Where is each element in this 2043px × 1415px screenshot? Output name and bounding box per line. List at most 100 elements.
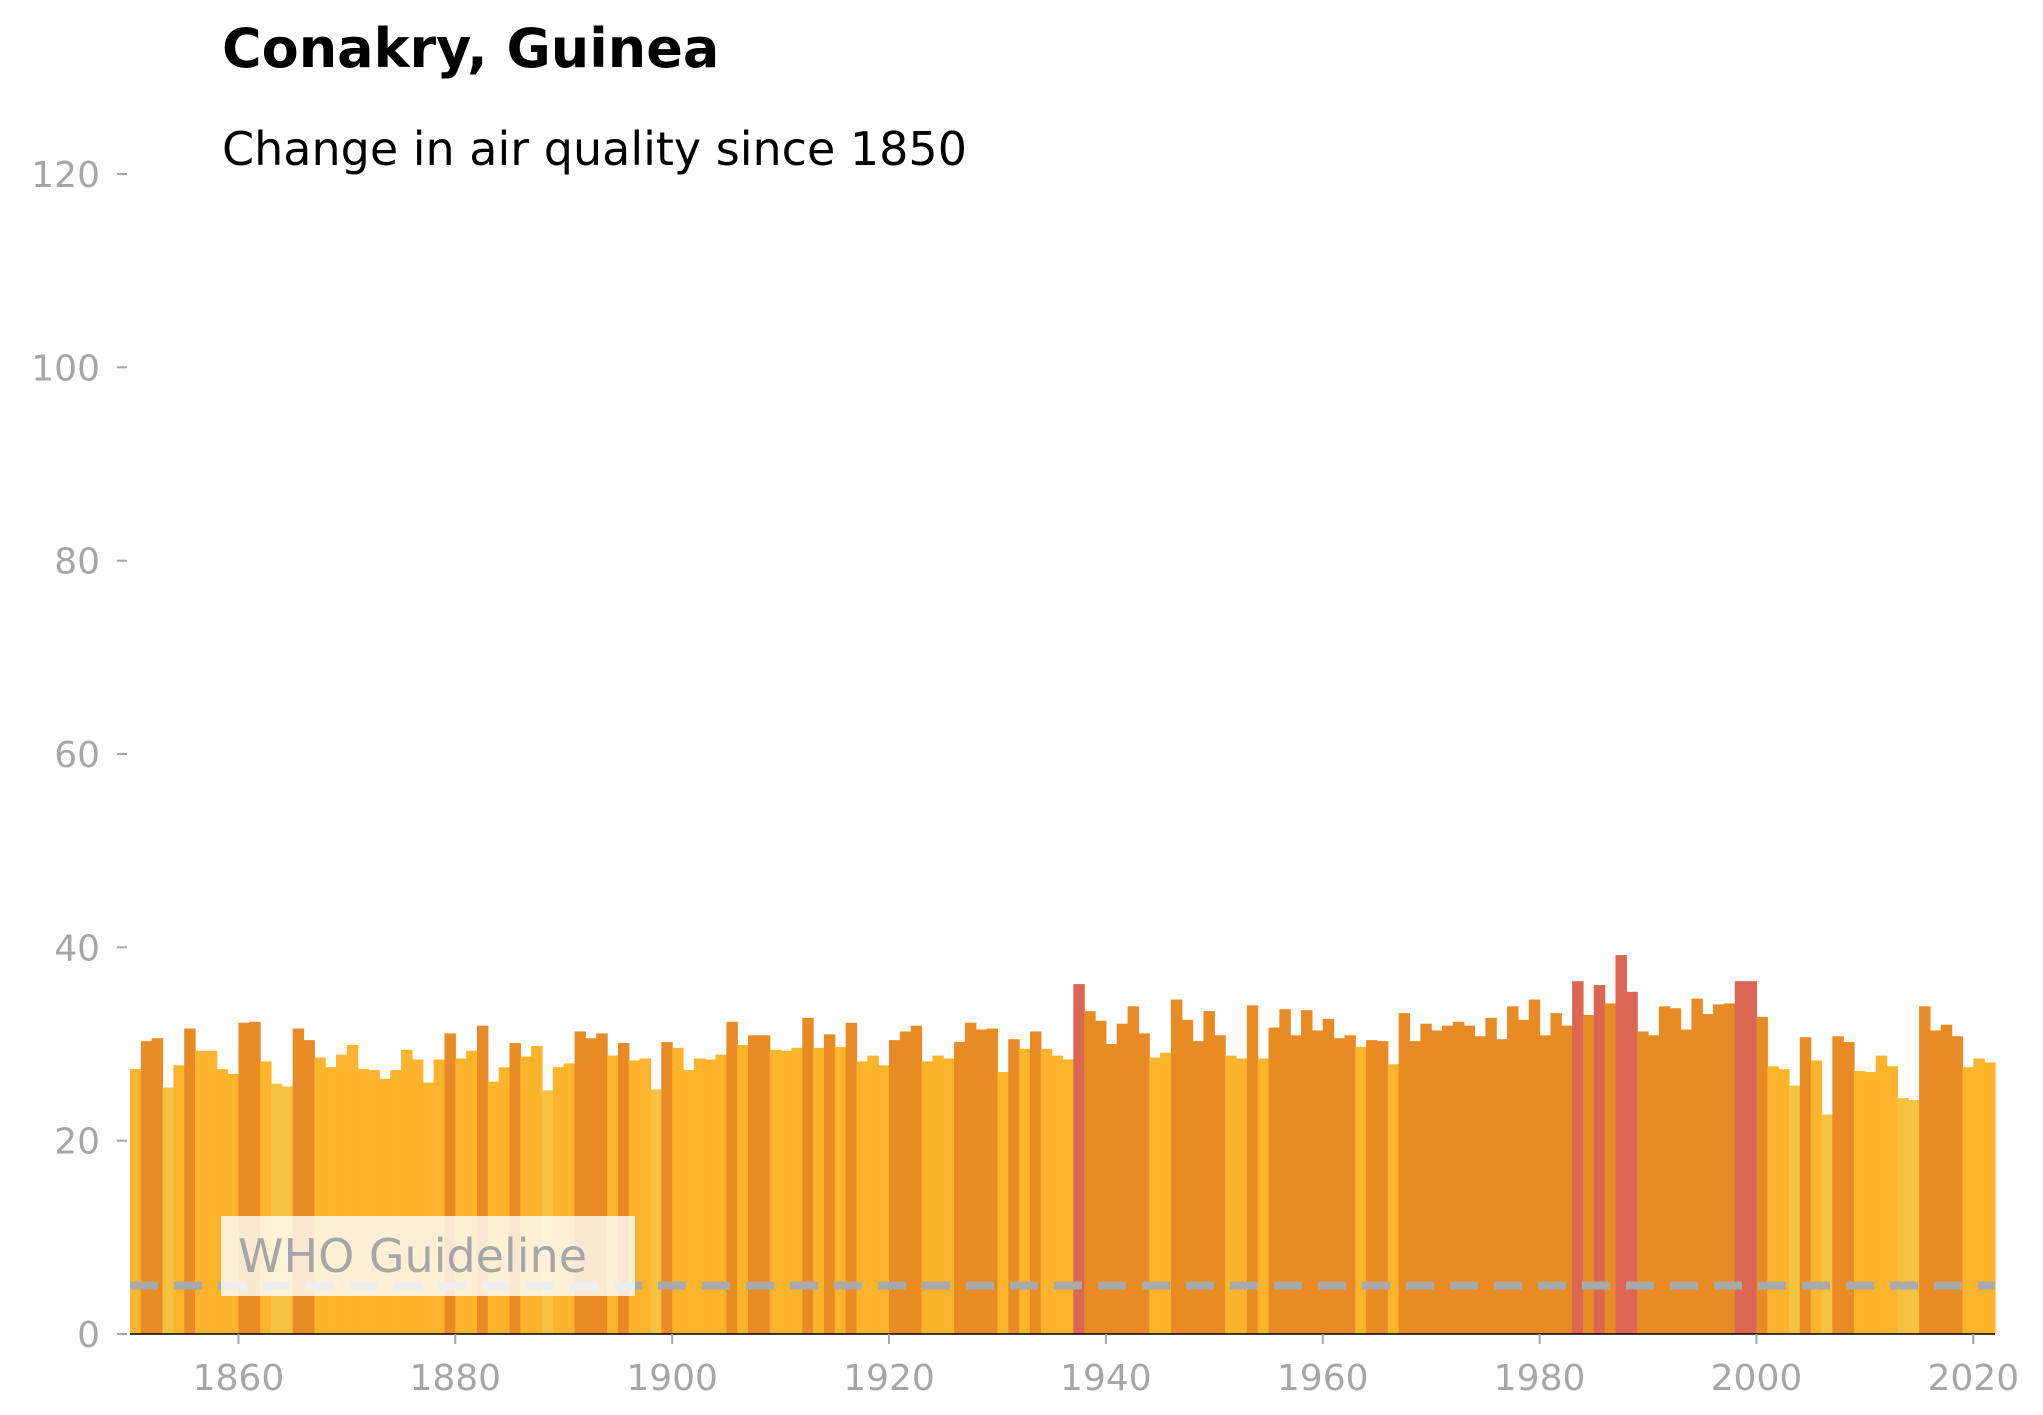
bar-1950 [1214,1035,1226,1334]
bar-1991 [1658,1006,1671,1334]
bar-1999 [1745,981,1758,1334]
bar-1932 [1019,1048,1031,1334]
bar-1921 [899,1031,912,1334]
bar-1895 [617,1043,630,1334]
bar-1881 [466,1050,478,1334]
bar-1961 [1333,1038,1346,1334]
bar-1863 [270,1083,283,1334]
bar-1988 [1626,991,1638,1334]
bar-1960 [1322,1018,1335,1334]
bar-1904 [715,1054,727,1334]
bar-1889 [552,1067,565,1334]
y-tick-label: 0 [77,1315,100,1356]
bar-2002 [1778,1069,1790,1334]
bar-1890 [563,1063,576,1334]
bar-1958 [1301,1010,1313,1334]
bar-1919 [878,1065,890,1334]
bar-2012 [1886,1066,1899,1334]
bar-1982 [1561,1025,1573,1334]
chart-subtitle: Change in air quality since 1850 [222,122,967,176]
x-tick-label: 2000 [1711,1358,1803,1399]
chart-title: Conakry, Guinea [222,17,719,80]
bar-1894 [607,1055,619,1334]
x-tick-label: 1880 [409,1358,501,1399]
x-tick-label: 1980 [1494,1358,1586,1399]
who-guideline-label-box [221,1216,635,1296]
bar-1892 [585,1038,597,1334]
bar-1912 [802,1017,814,1334]
y-tick-label: 60 [54,735,100,776]
bar-1927 [964,1022,977,1334]
bar-1962 [1344,1035,1356,1334]
bar-1993 [1680,1029,1692,1334]
bar-1973 [1463,1025,1476,1334]
bar-1858 [216,1069,229,1334]
bar-1914 [823,1034,836,1334]
bar-1930 [997,1072,1009,1334]
bar-1865 [292,1028,305,1334]
bar-1857 [205,1050,218,1334]
bar-1905 [726,1021,738,1334]
bar-1870 [346,1044,359,1334]
bar-1867 [314,1057,326,1334]
bar-1891 [574,1031,587,1334]
bar-1861 [249,1021,261,1334]
bar-1925 [943,1058,955,1334]
bar-2008 [1843,1042,1855,1334]
bar-1923 [921,1061,933,1334]
bar-1885 [509,1043,521,1334]
bar-1926 [954,1042,966,1334]
bar-1955 [1268,1027,1280,1334]
bar-2021 [1984,1062,1996,1334]
bar-2010 [1864,1072,1877,1334]
bar-2009 [1854,1071,1866,1334]
bar-1854 [173,1065,185,1334]
bar-1937 [1073,984,1085,1334]
y-tick-label: 80 [54,542,100,583]
bar-1934 [1040,1048,1053,1334]
bar-1860 [238,1022,250,1334]
bar-1944 [1149,1057,1161,1334]
bar-1884 [498,1067,511,1334]
bar-2017 [1940,1024,1953,1334]
bar-1956 [1279,1009,1291,1334]
bar-2011 [1875,1055,1888,1334]
bar-1967 [1398,1013,1411,1334]
bar-1981 [1550,1013,1562,1334]
bar-1933 [1029,1031,1042,1334]
bar-1877 [422,1082,435,1334]
bar-1980 [1539,1035,1552,1334]
bar-1974 [1474,1036,1486,1334]
bar-2005 [1810,1060,1823,1334]
bar-1968 [1409,1041,1421,1334]
bar-2000 [1756,1016,1768,1334]
bar-1882 [476,1025,489,1334]
bar-1903 [704,1059,717,1334]
bar-1862 [260,1061,272,1334]
bar-1969 [1420,1023,1432,1334]
bar-1979 [1528,999,1541,1334]
bar-1888 [542,1090,554,1334]
bar-1916 [845,1022,858,1334]
bar-1978 [1517,1019,1530,1334]
bar-1951 [1225,1055,1237,1334]
bar-1851 [140,1041,153,1334]
bar-1899 [661,1042,673,1334]
bar-1984 [1582,1015,1595,1334]
bar-1866 [303,1040,315,1334]
bar-1985 [1593,985,1606,1334]
bar-2019 [1962,1067,1974,1334]
bar-1868 [325,1067,337,1334]
bar-1959 [1311,1030,1324,1334]
bar-1909 [769,1049,782,1334]
bar-1924 [932,1055,944,1334]
x-tick-label: 1900 [626,1358,718,1399]
bar-1987 [1615,955,1627,1334]
bar-2020 [1973,1058,1985,1334]
x-axis-ticks: 1860 1880 1900 1920 1940 1960 1980 2000 2020 [193,1334,2019,1399]
bar-1997 [1723,1003,1736,1334]
bar-1965 [1376,1041,1389,1334]
bar-1970 [1431,1030,1443,1334]
x-tick-label: 1860 [193,1358,285,1399]
